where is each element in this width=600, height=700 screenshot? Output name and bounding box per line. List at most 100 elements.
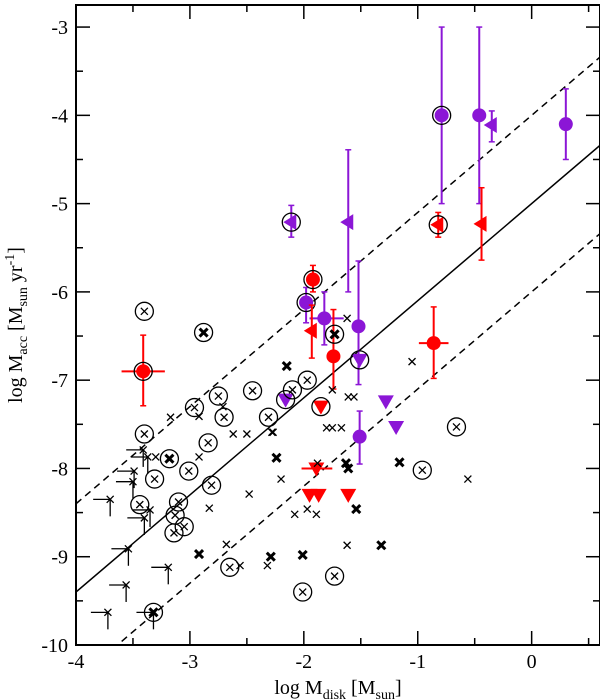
data-point [312,510,321,519]
x-marker [463,475,472,484]
x-marker [322,423,331,432]
circle-ring-marker [296,292,316,313]
data-point [352,410,367,465]
x-marker [220,413,229,422]
x-marker [164,563,173,572]
x-marker [343,314,352,323]
y-tick-label: -3 [51,17,68,39]
series-circled-x [130,301,467,602]
x-marker [303,505,312,514]
data-point [297,549,308,561]
x-marker [303,376,312,385]
bold-x-marker [329,329,340,340]
data-point [388,420,405,435]
circle-ring-marker [432,105,452,125]
bold-x-marker [297,549,308,561]
data-point [343,314,352,323]
x-marker [184,467,193,476]
data-point [166,413,175,422]
data-point [446,417,467,437]
data-point [245,490,254,499]
data-point [324,566,345,586]
x-marker [166,413,175,422]
down-triangle-marker [277,393,294,408]
bold-x-marker [265,551,276,562]
x-marker [195,453,203,461]
x-marker [140,430,149,438]
x-marker [146,505,155,514]
data-point [205,504,214,513]
x-marker [222,540,231,549]
bold-x-marker [193,549,205,560]
data-point [351,503,362,515]
data-point [229,430,238,438]
data-point [558,88,573,161]
data-point [324,324,345,344]
data-point [133,505,155,527]
data-point [195,453,203,461]
x-marker [128,477,137,486]
data-point [174,517,194,537]
data-point [126,445,148,467]
x-marker [269,428,278,437]
data-point [281,204,301,238]
filled-circle-marker [426,336,441,351]
circle-ring-marker [134,301,154,321]
x-marker [418,466,427,475]
data-point [109,581,131,602]
circle-ring-marker [201,475,222,495]
data-point [463,475,472,484]
x-marker [288,385,297,394]
circle-ring-marker [193,322,214,343]
data-point [165,505,185,525]
series-bold-x [193,360,405,562]
circle-ring-marker [159,449,180,469]
circle-ring-marker [164,523,184,543]
data-point [293,582,313,602]
x-marker [225,563,234,572]
x-marker [263,561,272,570]
x-marker [106,495,115,504]
circle-ring-marker [311,397,331,417]
y-tick-label: -9 [51,547,68,569]
data-point [428,211,448,238]
circle-ring-marker [144,469,165,489]
data-point [258,407,279,427]
x-marker [349,392,358,401]
circle-ring-marker [446,417,467,437]
x-marker [328,423,337,432]
x-marker [139,445,148,454]
x-marker [290,510,299,519]
bold-x-marker [281,360,292,372]
data-point [193,549,205,560]
data-point [432,26,452,205]
left-triangle-marker [303,322,317,339]
data-point [313,459,322,468]
data-point [271,452,282,463]
data-point [121,334,165,407]
circle-ring-marker [281,212,301,232]
circle-ring-marker [168,492,189,512]
data-point [303,505,312,514]
series-red-circles [121,264,449,407]
data-point [267,428,276,437]
filled-circle-marker [434,108,449,123]
data-point [303,304,317,359]
circle-ring-marker [282,380,303,400]
down-triangle-marker [340,488,357,503]
data-point [184,397,205,418]
data-point [90,608,112,630]
data-point [144,469,165,489]
circle-ring-marker [293,582,313,602]
y-tick-label: -10 [41,635,68,657]
x-marker [245,490,254,499]
x-marker [264,413,273,422]
x-marker [344,392,353,401]
data-point [328,385,337,394]
x-marker [207,481,216,490]
circle-ring-marker [208,386,229,406]
data-point [198,433,218,453]
data-point [220,557,240,577]
plot-frame [75,4,600,646]
